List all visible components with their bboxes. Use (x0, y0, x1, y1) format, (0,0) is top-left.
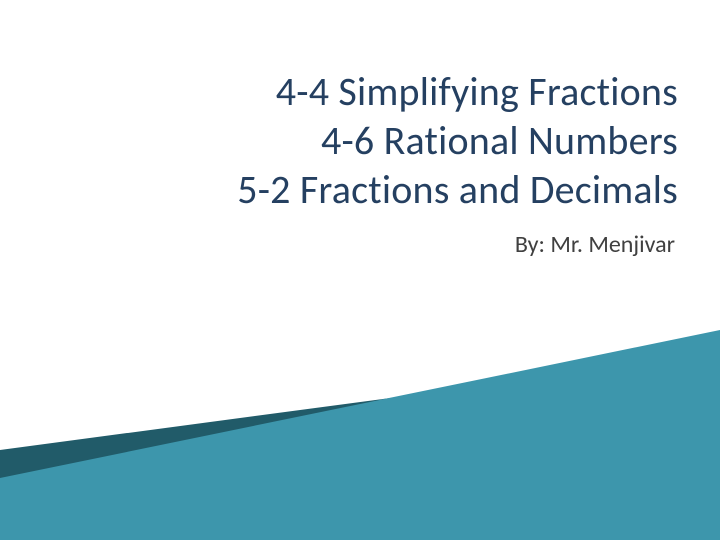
title-line-1: 4-4 Simplifying Fractions (237, 68, 678, 117)
slide-canvas: 4-4 Simplifying Fractions 4-6 Rational N… (0, 0, 720, 540)
decorative-wedge-front (0, 330, 720, 540)
wedge-front-shape (0, 330, 720, 540)
title-line-2: 4-6 Rational Numbers (237, 117, 678, 166)
slide-title: 4-4 Simplifying Fractions 4-6 Rational N… (237, 68, 678, 214)
slide-subtitle: By: Mr. Menjivar (515, 230, 675, 259)
title-line-3: 5-2 Fractions and Decimals (237, 166, 678, 215)
